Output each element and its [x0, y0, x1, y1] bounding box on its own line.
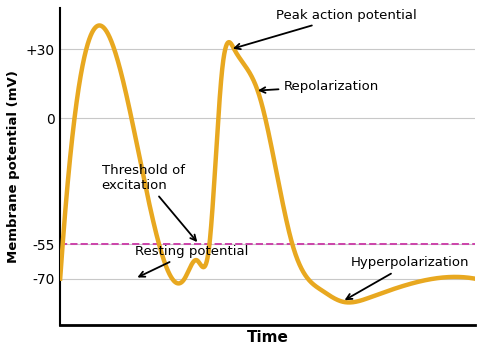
Y-axis label: Membrane potential (mV): Membrane potential (mV) [7, 70, 20, 263]
Text: Hyperpolarization: Hyperpolarization [346, 257, 469, 299]
Text: Peak action potential: Peak action potential [235, 9, 416, 49]
Text: Resting potential: Resting potential [135, 245, 248, 277]
Text: Repolarization: Repolarization [260, 80, 379, 93]
Text: Threshold of
excitation: Threshold of excitation [102, 164, 196, 241]
X-axis label: Time: Time [246, 330, 288, 345]
